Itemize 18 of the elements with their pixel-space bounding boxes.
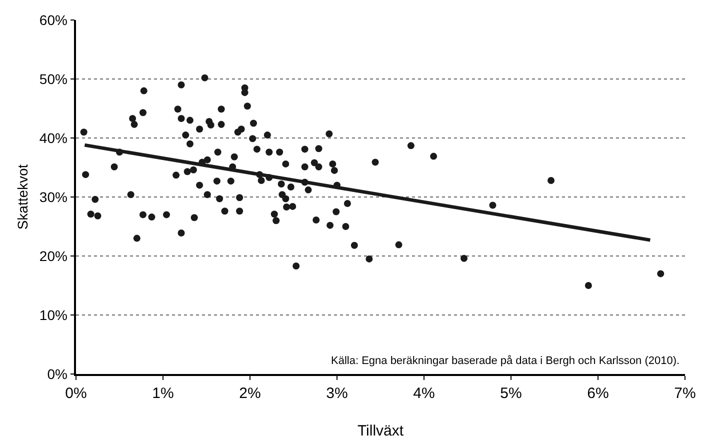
x-tick-label: 1% bbox=[152, 384, 174, 402]
x-tick-label: 3% bbox=[326, 384, 348, 402]
x-tick-label: 7% bbox=[674, 384, 696, 402]
x-tick-label: 6% bbox=[587, 384, 609, 402]
y-tick-label: 60% bbox=[39, 12, 68, 28]
x-tick-label: 4% bbox=[413, 384, 435, 402]
y-tick-label: 50% bbox=[39, 70, 68, 87]
y-tick-label: 40% bbox=[39, 130, 68, 146]
x-tick-label: 2% bbox=[239, 384, 261, 402]
y-axis-title: Skattekvot bbox=[14, 164, 31, 230]
y-tick-label: 0% bbox=[47, 366, 68, 382]
y-tick-label: 20% bbox=[39, 248, 68, 264]
y-tick-label: 10% bbox=[39, 306, 68, 323]
x-axis-title: Tillväxt bbox=[357, 422, 404, 440]
x-tick-label: 0% bbox=[65, 384, 87, 402]
x-tick-label: 5% bbox=[500, 384, 522, 402]
annotation: Källa: Egna beräkningar baserade på data i Bergh och Karlsson (2010). bbox=[331, 355, 680, 367]
y-tick-label: 30% bbox=[39, 188, 68, 205]
